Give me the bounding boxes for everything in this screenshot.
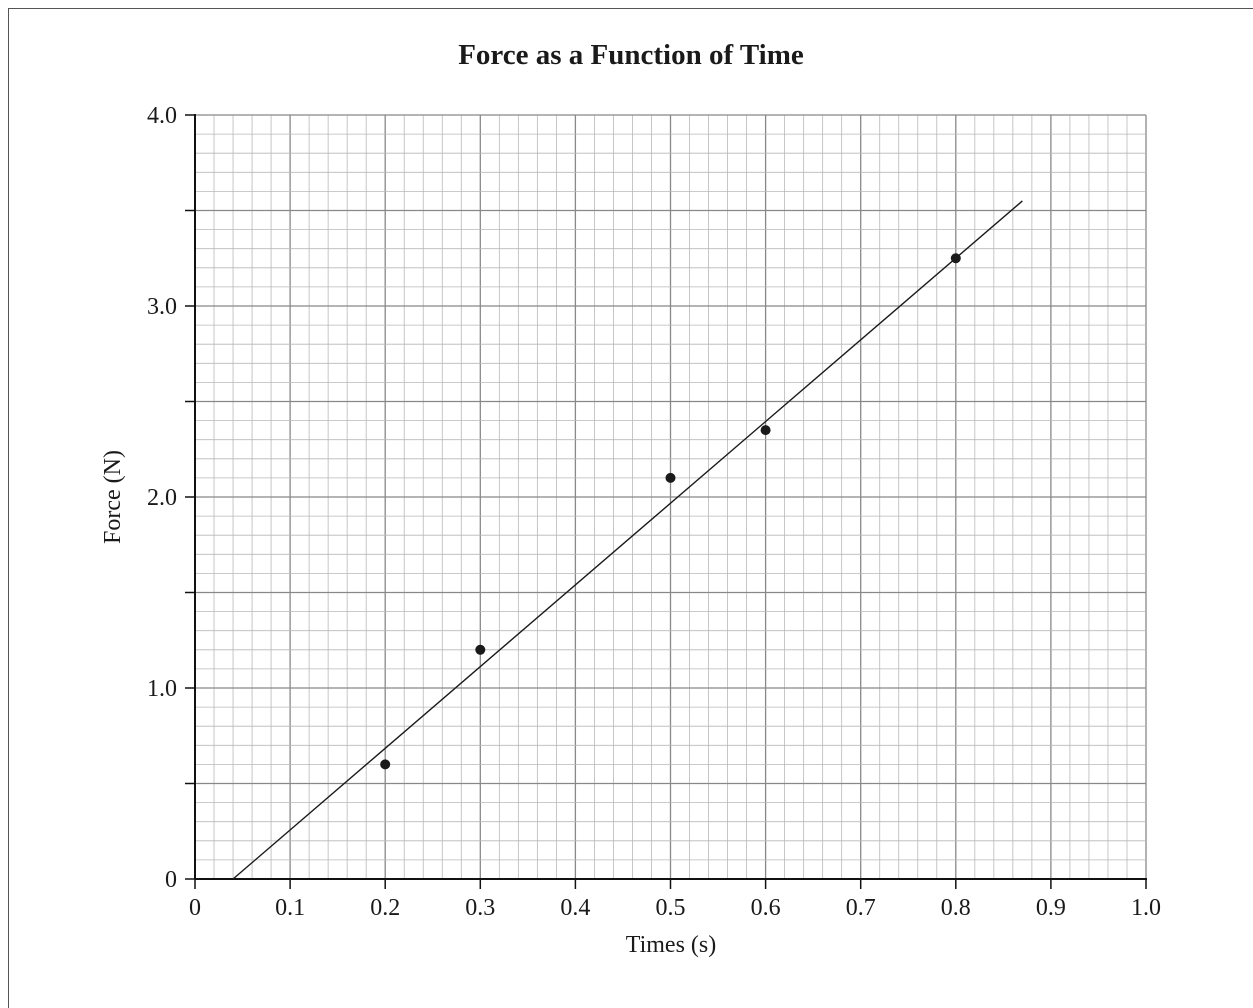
chart-title: Force as a Function of Time — [458, 39, 804, 71]
axes — [185, 114, 1147, 889]
x-tick-label: 0.8 — [941, 895, 971, 921]
y-tick-label: 4.0 — [147, 103, 177, 129]
data-points — [380, 253, 961, 770]
x-tick-label: 1.0 — [1131, 895, 1161, 921]
grid — [194, 114, 1147, 880]
x-axis-label: Times (s) — [626, 932, 716, 958]
x-tick-label: 0.9 — [1036, 895, 1066, 921]
x-tick-label: 0.7 — [846, 895, 876, 921]
x-tick-label: 0.4 — [560, 895, 590, 921]
fit-line-group — [232, 200, 1023, 880]
best-fit-line — [232, 200, 1023, 880]
data-point — [760, 425, 771, 436]
data-point — [380, 759, 391, 770]
y-tick-label: 3.0 — [147, 294, 177, 320]
x-tick-label: 0.5 — [656, 895, 686, 921]
y-tick-label: 2.0 — [147, 485, 177, 511]
y-axis-label: Force (N) — [100, 450, 126, 544]
y-tick-labels: 0 1.0 2.0 3.0 4.0 — [147, 103, 177, 893]
data-point — [475, 644, 486, 655]
x-tick-label: 0.1 — [275, 895, 305, 921]
y-tick-label: 1.0 — [147, 676, 177, 702]
x-tick-label: 0 — [189, 895, 201, 921]
data-point — [950, 253, 961, 264]
chart-frame — [8, 8, 1253, 1008]
x-tick-label: 0.3 — [465, 895, 495, 921]
y-tick-label: 0 — [165, 867, 177, 893]
x-tick-label: 0.2 — [370, 895, 400, 921]
x-tick-labels: 0 0.1 0.2 0.3 0.4 0.5 0.6 0.7 0.8 0.9 1.0 — [189, 895, 1161, 921]
x-tick-label: 0.6 — [751, 895, 781, 921]
data-point — [665, 472, 676, 483]
